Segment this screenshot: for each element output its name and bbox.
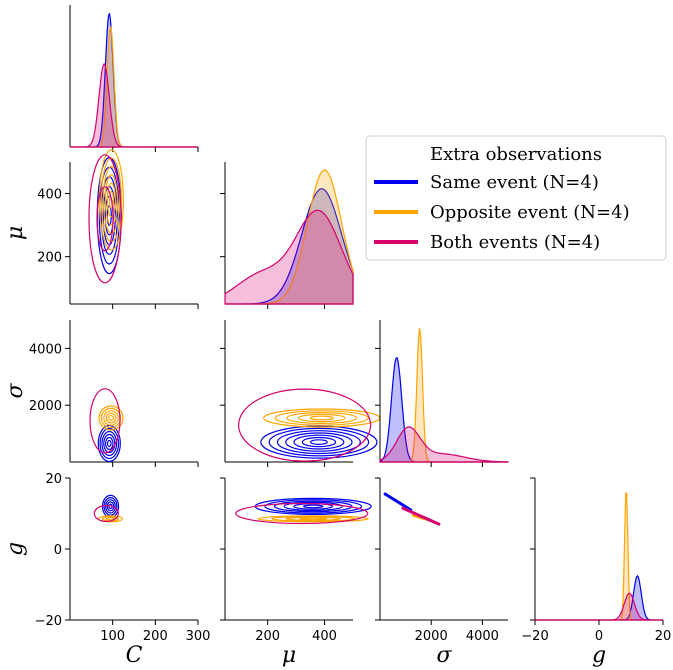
kde-C-series-1 bbox=[70, 26, 198, 148]
contour-sigma-C-series-0 bbox=[101, 430, 118, 457]
contour-g-mu-series-0 bbox=[264, 499, 363, 514]
contour-mu-C-series-1 bbox=[102, 165, 121, 234]
x-tick-label: 20 bbox=[655, 629, 672, 644]
contour-g-mu-series-1 bbox=[298, 517, 328, 521]
x-tick-label: −20 bbox=[521, 629, 548, 644]
band-g-sigma-series-2 bbox=[401, 506, 441, 526]
x-axis-label-C: C bbox=[126, 643, 143, 668]
y-tick-label: −20 bbox=[35, 614, 62, 629]
x-tick-label: 400 bbox=[312, 629, 337, 644]
contour-mu-C-series-1 bbox=[104, 174, 119, 226]
x-tick-label: 200 bbox=[255, 629, 280, 644]
contour-sigma-mu-series-0 bbox=[285, 432, 353, 452]
panel-sigma-C: 2000 4000 bbox=[29, 320, 199, 467]
contour-sigma-C-series-1 bbox=[98, 405, 124, 431]
contour-sigma-mu-series-0 bbox=[293, 434, 345, 450]
legend-box bbox=[365, 135, 667, 261]
x-tick-label: 0 bbox=[595, 629, 603, 644]
contour-sigma-C-series-2 bbox=[89, 388, 121, 454]
contour-sigma-mu-series-0 bbox=[260, 425, 378, 459]
y-tick-label: 0 bbox=[54, 543, 62, 558]
contour-g-mu-series-1 bbox=[285, 516, 342, 521]
panel-C-C bbox=[69, 5, 199, 152]
panel-g-g: −20 0 20 bbox=[521, 477, 672, 644]
contour-sigma-C-series-0 bbox=[105, 436, 114, 451]
contour-g-mu-series-1 bbox=[271, 515, 356, 522]
kde-g-series-1 bbox=[535, 492, 663, 621]
contour-sigma-mu-series-1 bbox=[297, 413, 346, 423]
contour-mu-C-series-2 bbox=[88, 154, 122, 284]
x-tick-label: 200 bbox=[143, 629, 168, 644]
contour-mu-C-series-1 bbox=[98, 149, 125, 251]
contour-sigma-C-series-1 bbox=[100, 407, 122, 429]
kde-C-series-0 bbox=[70, 12, 198, 148]
panel-g-C: 100 200 300 −20 0 20 bbox=[35, 472, 211, 644]
contour-sigma-mu-series-1 bbox=[274, 410, 369, 426]
x-tick-label: 4000 bbox=[466, 629, 499, 644]
panel-g-sigma: 2000 4000 bbox=[375, 477, 508, 644]
contour-sigma-mu-series-0 bbox=[276, 430, 361, 455]
contour-mu-C-series-1 bbox=[100, 157, 123, 243]
contour-g-C-series-0 bbox=[106, 501, 115, 512]
legend-title: Extra observations bbox=[430, 144, 602, 165]
contour-mu-C-series-2 bbox=[96, 186, 114, 252]
x-axis-label-mu: μ bbox=[282, 643, 296, 668]
band-g-sigma-series-0 bbox=[383, 492, 413, 512]
legend: Extra observations Same event (N=4) Oppo… bbox=[365, 135, 667, 261]
y-axis-label-mu: μ bbox=[3, 226, 28, 240]
x-axis-label-g: g bbox=[592, 643, 606, 668]
contour-sigma-mu-series-1 bbox=[309, 415, 334, 421]
contour-sigma-C-series-1 bbox=[103, 410, 119, 426]
y-tick-label: 4000 bbox=[29, 342, 62, 357]
contour-sigma-mu-series-0 bbox=[268, 427, 370, 457]
contour-mu-C-series-1 bbox=[108, 190, 115, 209]
x-tick-label: 300 bbox=[186, 629, 211, 644]
contour-sigma-mu-series-0 bbox=[310, 439, 328, 446]
contour-sigma-C-series-0 bbox=[99, 427, 120, 460]
legend-label-same: Same event (N=4) bbox=[430, 172, 599, 193]
contour-g-C-series-1 bbox=[97, 515, 124, 523]
contour-mu-C-series-1 bbox=[106, 182, 117, 218]
panel-mu-mu bbox=[220, 162, 354, 309]
y-tick-label: 400 bbox=[37, 188, 62, 203]
contour-g-C-series-0 bbox=[105, 499, 116, 514]
y-tick-label: 2000 bbox=[29, 399, 62, 414]
x-tick-label: 100 bbox=[100, 629, 125, 644]
panel-g-mu: 200 400 bbox=[220, 477, 372, 644]
contour-g-mu-series-2 bbox=[235, 502, 369, 525]
contour-g-mu-series-0 bbox=[283, 501, 343, 511]
kde-g-series-0 bbox=[535, 574, 663, 621]
x-axis-label-sigma: σ bbox=[436, 643, 452, 668]
panel-sigma-sigma bbox=[375, 320, 509, 467]
legend-label-both: Both events (N=4) bbox=[430, 232, 600, 253]
contour-sigma-C-series-1 bbox=[105, 412, 117, 424]
contour-sigma-mu-series-1 bbox=[263, 408, 381, 428]
contour-g-mu-series-1 bbox=[257, 515, 369, 523]
y-tick-label: 20 bbox=[45, 472, 62, 487]
panel-mu-C: 200 400 bbox=[37, 149, 199, 309]
contour-sigma-mu-series-0 bbox=[301, 436, 337, 448]
contour-g-C-series-2 bbox=[93, 504, 119, 523]
kde-mu-series-2 bbox=[224, 209, 354, 305]
y-tick-label: 200 bbox=[37, 251, 62, 266]
legend-label-opposite: Opposite event (N=4) bbox=[430, 202, 630, 223]
kde-g-series-2 bbox=[535, 592, 663, 621]
contour-g-mu-series-0 bbox=[302, 504, 324, 509]
contour-sigma-C-series-1 bbox=[107, 415, 114, 422]
kde-sigma-series-2 bbox=[379, 426, 509, 463]
kde-C-series-2 bbox=[70, 62, 198, 148]
contour-sigma-mu-series-1 bbox=[286, 412, 358, 425]
y-axis-label-sigma: σ bbox=[3, 383, 28, 399]
panel-sigma-mu bbox=[220, 320, 381, 467]
y-axis-label-g: g bbox=[3, 542, 28, 556]
contour-sigma-mu-series-2 bbox=[238, 388, 372, 462]
contour-sigma-C-series-0 bbox=[106, 439, 112, 448]
x-tick-label: 2000 bbox=[415, 629, 448, 644]
contour-sigma-C-series-0 bbox=[103, 433, 116, 454]
